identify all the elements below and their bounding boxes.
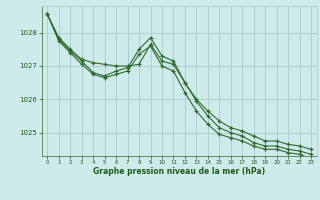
X-axis label: Graphe pression niveau de la mer (hPa): Graphe pression niveau de la mer (hPa) <box>93 167 265 176</box>
